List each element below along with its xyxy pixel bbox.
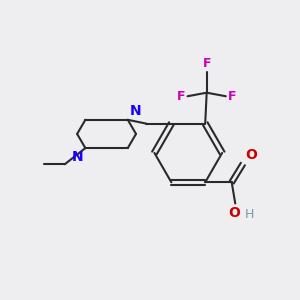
Text: F: F [228, 90, 236, 103]
Text: F: F [202, 57, 211, 70]
Text: O: O [245, 148, 257, 162]
Text: O: O [228, 206, 240, 220]
Text: N: N [130, 104, 142, 118]
Text: F: F [177, 90, 186, 103]
Text: H: H [245, 208, 254, 221]
Text: N: N [71, 149, 83, 164]
